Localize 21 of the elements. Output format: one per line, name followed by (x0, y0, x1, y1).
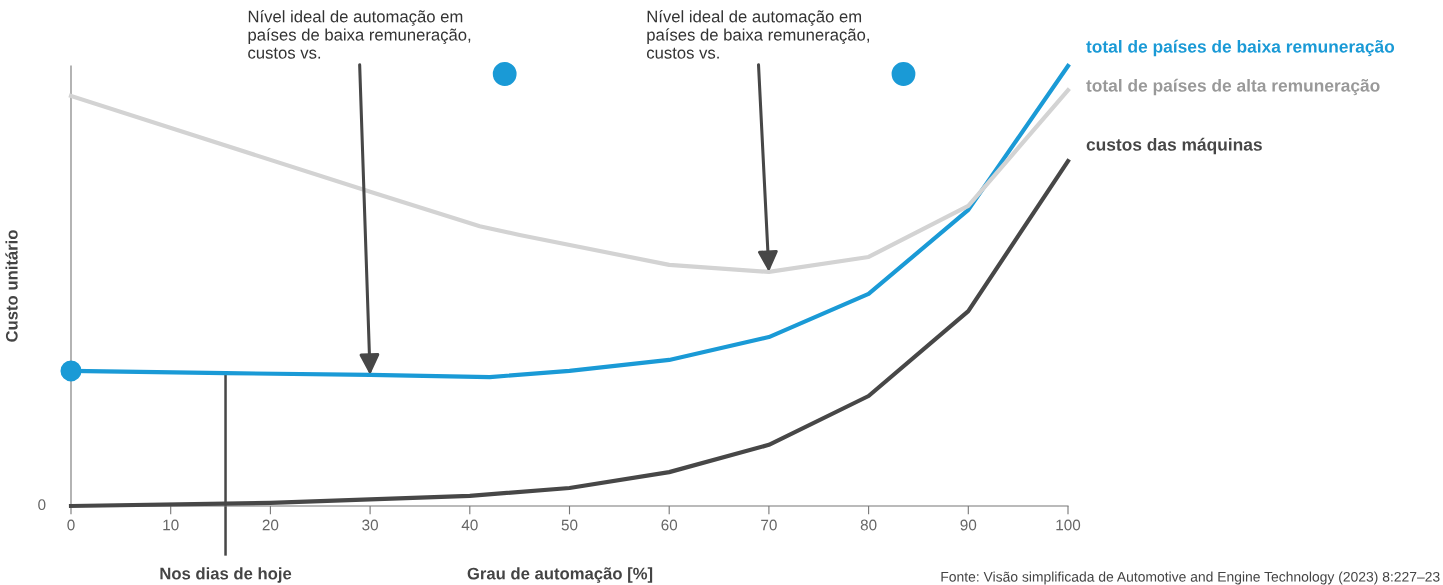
ref-line-label: Nos dias de hoje (160, 567, 292, 583)
series-label: total de países de alta remuneração (1086, 78, 1380, 96)
x-tick-label: 30 (362, 519, 378, 531)
x-tick-label: 40 (461, 519, 478, 531)
source-note: Fonte: Visão simplificada de Automotive and Engine Technology (2023) 8:227–23 (941, 571, 1440, 585)
annotation: Nível ideal de automação em países de baixa remuneração, custos vs. (248, 10, 471, 59)
x-tick-label: 50 (561, 519, 578, 531)
x-tick-label: 10 (163, 519, 179, 531)
series-label: custos das máquinas (1086, 137, 1262, 155)
y-axis-title: Custo unitário (5, 230, 18, 342)
annotation: Nível ideal de automação em países de baixa remuneração, custos vs. (646, 10, 869, 59)
x-tick-label: 60 (661, 519, 678, 531)
x-tick-label: 80 (860, 519, 877, 531)
x-tick-label: 100 (1056, 519, 1081, 531)
x-tick-label: 20 (262, 519, 279, 531)
x-axis-title: Grau de automação [%] (467, 567, 653, 583)
x-tick-label: 90 (960, 519, 977, 531)
x-tick-label: 70 (761, 519, 777, 531)
x-tick-label: 0 (67, 519, 75, 531)
series-label: total de países de baixa remuneração (1086, 39, 1395, 57)
text: 0 (38, 499, 46, 511)
